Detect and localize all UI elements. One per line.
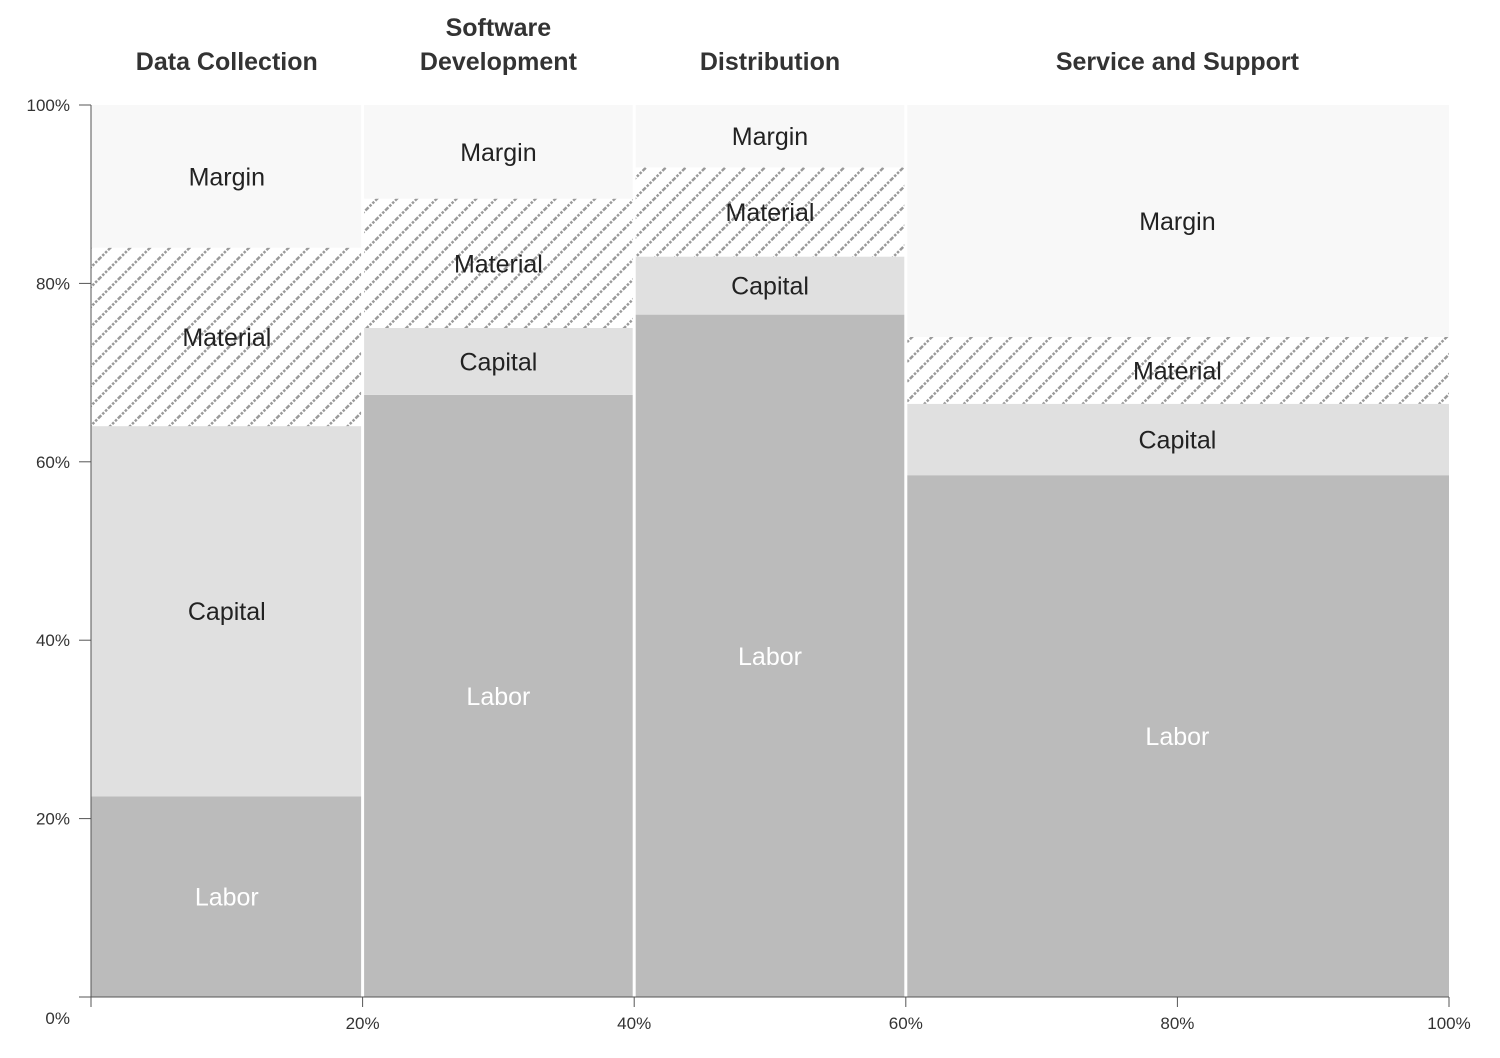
x-tick-label: 60%	[889, 1014, 923, 1033]
segment-label-service-and-support-margin: Margin	[1139, 208, 1215, 236]
x-tick-label: 80%	[1160, 1014, 1194, 1033]
segment-label-distribution-margin: Margin	[732, 123, 808, 151]
x-tick-label: 40%	[617, 1014, 651, 1033]
bar-data-collection-material	[91, 247, 363, 427]
segment-label-service-and-support-material: Material	[1133, 357, 1222, 385]
segment-label-distribution-material: Material	[726, 199, 815, 227]
category-label-distribution: Distribution	[700, 48, 840, 76]
bar-distribution-material	[634, 167, 906, 257]
plot-area: Labor Capital Material Margin Labor Capital Ma…	[91, 105, 1449, 997]
segment-label-software-development-material: Material	[454, 250, 543, 278]
x-tick-label: 20%	[346, 1014, 380, 1033]
segment-label-distribution-capital: Capital	[731, 273, 809, 301]
category-label-data-collection: Data Collection	[136, 48, 318, 76]
bar-data-collection-labor	[91, 796, 363, 997]
y-tick-label: 60%	[36, 453, 70, 472]
bar-data-collection-margin	[91, 105, 363, 248]
segment-label-service-and-support-labor: Labor	[1145, 723, 1209, 751]
segment-label-data-collection-margin: Margin	[189, 163, 265, 191]
segment-label-software-development-capital: Capital	[459, 348, 537, 376]
segment-label-data-collection-material: Material	[182, 324, 271, 352]
bar-distribution-labor	[634, 314, 906, 997]
segment-label-data-collection-labor: Labor	[195, 884, 259, 912]
y-tick-label: 0%	[45, 1009, 70, 1028]
bar-service-and-support-material	[905, 336, 1449, 404]
bar-service-and-support-capital	[905, 403, 1449, 476]
bar-distribution-margin	[634, 105, 906, 168]
category-label-software-development-line-1: Software	[446, 14, 552, 42]
y-tick-label: 20%	[36, 810, 70, 829]
y-tick-label: 80%	[36, 274, 70, 293]
x-tick-label: 100%	[1427, 1014, 1470, 1033]
y-tick-label: 100%	[27, 96, 70, 115]
bar-software-development-margin	[362, 105, 635, 199]
segment-label-distribution-labor: Labor	[738, 643, 802, 671]
segment-label-software-development-labor: Labor	[466, 683, 530, 711]
bar-service-and-support-labor	[905, 475, 1449, 997]
category-label-software-development-line-2: Development	[420, 48, 578, 76]
segment-label-data-collection-capital: Capital	[188, 598, 266, 626]
bar-software-development-material	[362, 198, 635, 328]
axes: 0% 20% 40% 60% 80% 100% 20% 40% 60% 80% 100%	[27, 96, 1471, 1033]
segment-label-service-and-support-capital: Capital	[1138, 427, 1216, 455]
category-label-service-and-support: Service and Support	[1056, 48, 1300, 76]
bar-service-and-support-margin	[905, 105, 1449, 337]
bar-software-development-capital	[362, 328, 635, 395]
segment-label-software-development-margin: Margin	[460, 139, 536, 167]
bar-data-collection-capital	[91, 426, 363, 797]
bar-distribution-capital	[634, 256, 906, 315]
category-labels: Data Collection Software Development Distri…	[136, 14, 1300, 76]
bar-software-development-labor	[362, 394, 635, 997]
y-tick-label: 40%	[36, 631, 70, 650]
